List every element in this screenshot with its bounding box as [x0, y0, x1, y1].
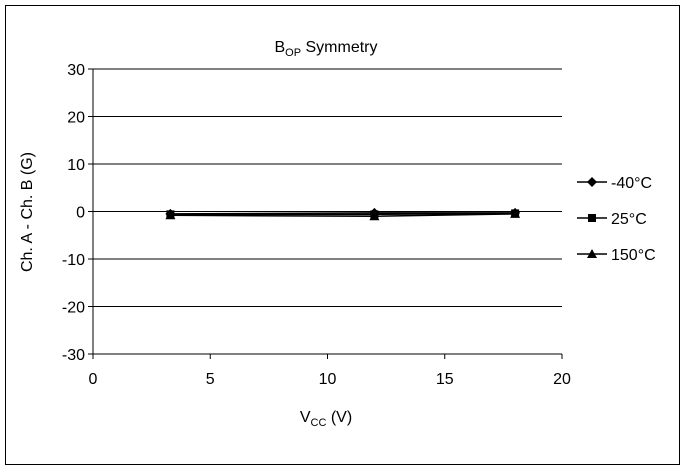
- data-point: [165, 210, 176, 220]
- y-tick-label: -20: [62, 300, 85, 317]
- legend-marker: [588, 214, 596, 222]
- y-tick-label: 10: [67, 157, 85, 174]
- x-tick-label: 5: [206, 371, 215, 388]
- x-tick-label: 10: [319, 371, 337, 388]
- legend-label: -40°C: [611, 175, 652, 192]
- y-tick-label: -10: [62, 252, 85, 269]
- legend-marker: [587, 177, 597, 187]
- legend-label: 150°C: [611, 247, 656, 264]
- legend-item: 150°C: [577, 247, 656, 264]
- series-1: [166, 209, 520, 219]
- y-tick-label: -30: [62, 347, 85, 364]
- series-2: [165, 208, 521, 221]
- x-tick-label: 0: [89, 371, 98, 388]
- legend: -40°C 25°C 150°C: [577, 175, 656, 264]
- x-tick-label: 20: [553, 371, 571, 388]
- data-point: [510, 208, 521, 218]
- chart-title: BOP Symmetry: [274, 39, 377, 59]
- y-tick-label: 30: [67, 62, 85, 79]
- axes: [88, 68, 563, 359]
- y-tick-label: 0: [76, 205, 85, 222]
- legend-marker: [587, 249, 597, 258]
- x-axis-label: VCC (V): [300, 409, 352, 429]
- y-axis-label: Ch. A - Ch. B (G): [19, 152, 36, 272]
- legend-label: 25°C: [611, 211, 647, 228]
- data-point: [369, 211, 380, 221]
- x-tick-labels: 0 5 10 15 20: [89, 371, 571, 388]
- gridlines: [93, 68, 562, 307]
- y-tick-label: 20: [67, 110, 85, 127]
- chart-frame: [5, 5, 680, 465]
- legend-item: 25°C: [577, 211, 647, 228]
- legend-item: -40°C: [577, 175, 652, 192]
- x-tick-label: 15: [436, 371, 454, 388]
- series-group: [165, 207, 521, 221]
- y-tick-labels: 30 20 10 0 -10 -20 -30: [62, 62, 85, 364]
